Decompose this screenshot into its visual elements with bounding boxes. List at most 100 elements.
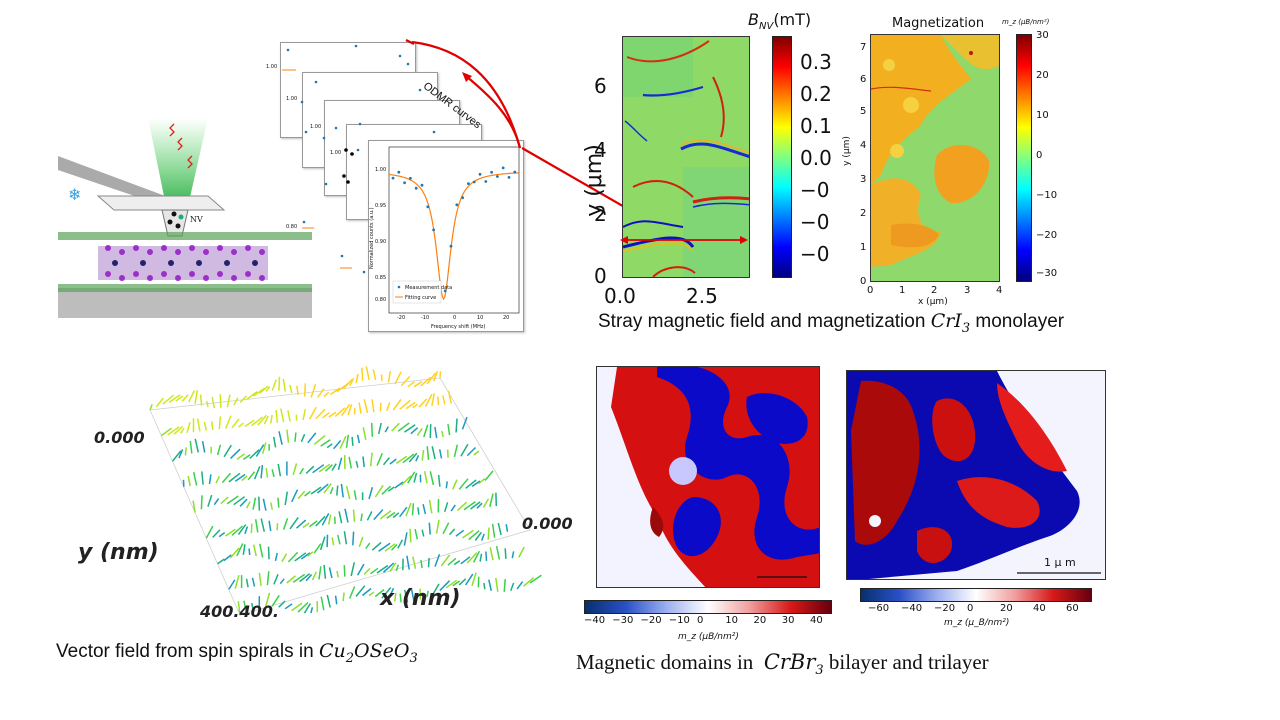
vector-arrow bbox=[368, 591, 375, 597]
vector-arrow bbox=[299, 573, 311, 583]
vector-arrow bbox=[297, 490, 306, 500]
domain-map-trilayer bbox=[846, 370, 1106, 580]
odmr-xtick-2: 0 bbox=[453, 315, 456, 321]
vector-arrow bbox=[352, 509, 356, 522]
vector-arrow bbox=[431, 446, 436, 460]
vector-arrow bbox=[413, 380, 423, 388]
mag-cbar-tick-0: 30 bbox=[1036, 30, 1049, 41]
vf-tick-corner: 400.400. bbox=[200, 602, 279, 621]
vector-arrow bbox=[400, 475, 412, 486]
vector-arrow bbox=[205, 525, 214, 539]
caption-crbr3-formula: CrBr bbox=[763, 650, 816, 674]
mag-ytick-5: 5 bbox=[860, 106, 867, 117]
vector-arrow bbox=[491, 523, 496, 538]
vector-arrow bbox=[271, 469, 275, 478]
vector-arrow bbox=[237, 524, 247, 536]
vector-arrow bbox=[328, 567, 333, 579]
vector-arrow bbox=[420, 559, 423, 569]
domain-cbar2-tick: −20 bbox=[934, 603, 956, 614]
odmr-data-point bbox=[484, 180, 488, 183]
vector-arrow bbox=[344, 508, 349, 523]
vector-arrow bbox=[509, 582, 515, 592]
vector-arrow bbox=[316, 388, 325, 398]
vector-arrow bbox=[257, 414, 268, 426]
nv-schematic-drawing: NV ❄ bbox=[58, 118, 312, 318]
vector-arrow bbox=[321, 513, 330, 526]
vector-arrow bbox=[468, 530, 480, 541]
odmr-data-point bbox=[409, 176, 412, 180]
odmr-data-point bbox=[490, 170, 493, 174]
vector-arrow bbox=[466, 446, 477, 457]
vector-arrow bbox=[323, 564, 327, 579]
vector-arrow bbox=[167, 426, 180, 436]
vector-arrow bbox=[361, 367, 364, 381]
vector-arrow bbox=[212, 529, 221, 538]
domain-cbar1-tick: −30 bbox=[612, 615, 634, 626]
vector-arrow bbox=[350, 562, 356, 577]
vector-arrow bbox=[343, 565, 346, 577]
vector-arrow bbox=[328, 411, 337, 418]
vector-arrow bbox=[440, 554, 451, 567]
vector-arrow bbox=[238, 422, 244, 428]
caption-crbr3-sub: 3 bbox=[815, 663, 824, 679]
vector-arrow bbox=[378, 542, 391, 552]
vector-arrow bbox=[470, 501, 481, 510]
caption-crbr3: Magnetic domains in CrBr3 bilayer and tr… bbox=[576, 650, 989, 678]
vector-arrow bbox=[429, 471, 435, 486]
vector-arrow bbox=[405, 401, 416, 410]
vector-arrow bbox=[381, 485, 392, 495]
domain-cbar2-tick: 0 bbox=[967, 603, 974, 614]
vector-arrow bbox=[399, 593, 402, 603]
vector-arrow bbox=[353, 490, 357, 501]
vector-arrow bbox=[207, 494, 213, 507]
vector-arrow bbox=[302, 522, 310, 529]
vector-arrow bbox=[431, 393, 436, 406]
vector-arrow bbox=[223, 444, 232, 458]
mag-cbar-tick-4: −10 bbox=[1036, 190, 1058, 201]
vector-arrow bbox=[489, 493, 494, 507]
bnv-ytick-4: 4 bbox=[594, 138, 607, 162]
vector-arrow bbox=[343, 531, 348, 545]
vector-arrow bbox=[340, 483, 344, 498]
vector-arrow bbox=[365, 366, 370, 381]
vector-arrow bbox=[400, 375, 411, 387]
odmr-data-point bbox=[455, 203, 459, 207]
odmr-data-point bbox=[472, 180, 476, 184]
vector-arrow bbox=[278, 600, 286, 608]
domain-cbar2-tick: −60 bbox=[868, 603, 890, 614]
vector-arrow bbox=[252, 497, 257, 510]
vector-arrow bbox=[305, 465, 315, 474]
vector-arrow bbox=[442, 395, 446, 405]
vector-arrow bbox=[265, 592, 271, 607]
odmr-data-point bbox=[478, 172, 482, 176]
odmr-data-point bbox=[397, 170, 401, 174]
vector-arrow bbox=[231, 525, 243, 536]
vector-arrow bbox=[287, 410, 291, 422]
vector-arrow bbox=[302, 408, 307, 421]
vector-arrow bbox=[297, 601, 309, 613]
vector-arrow bbox=[263, 415, 269, 425]
vf-tick-y-top: 0.000 bbox=[94, 428, 145, 447]
vector-arrow bbox=[410, 587, 415, 602]
vector-arrow bbox=[463, 500, 476, 511]
mag-cbar-tick-5: −20 bbox=[1036, 230, 1058, 241]
vector-arrow bbox=[348, 456, 353, 469]
domain-map-bilayer bbox=[596, 366, 820, 588]
vector-arrow bbox=[258, 572, 262, 586]
vector-arrow bbox=[368, 486, 374, 500]
bnv-ytick-2: 2 bbox=[594, 202, 607, 226]
vector-arrow bbox=[242, 544, 246, 556]
caption-cu-f2: OSe bbox=[354, 640, 394, 662]
vector-arrow bbox=[482, 498, 490, 508]
vector-arrow bbox=[448, 528, 456, 536]
odmr-card-3-ytick: 1.00 bbox=[310, 124, 322, 130]
vf-x-label: x (nm) bbox=[380, 586, 461, 611]
vector-arrow bbox=[439, 371, 442, 379]
vector-arrow bbox=[251, 602, 254, 610]
vector-arrow bbox=[504, 548, 507, 559]
odmr-data-point bbox=[449, 244, 453, 248]
vector-arrow bbox=[458, 478, 469, 490]
domain-cbar2-tick: 40 bbox=[1033, 603, 1046, 614]
magnetization-cbar-label: m_z (μB/nm²) bbox=[1002, 18, 1050, 26]
domain-cbar1-tick: −10 bbox=[668, 615, 690, 626]
